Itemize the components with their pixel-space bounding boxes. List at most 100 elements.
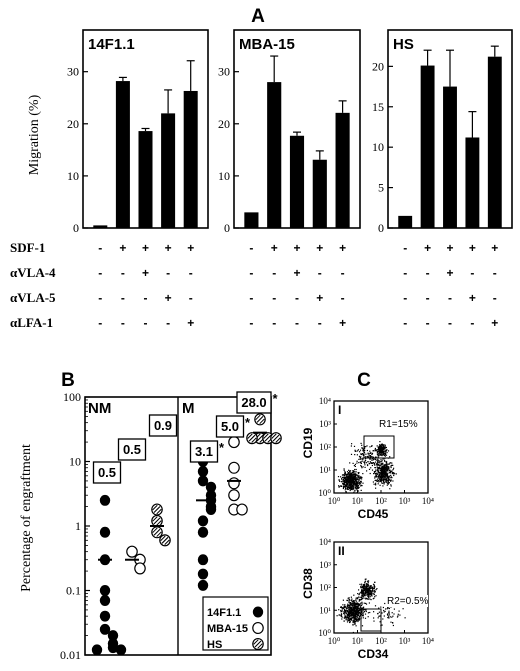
event-dot: [391, 472, 393, 474]
event-dot: [364, 578, 366, 580]
event-dot: [353, 608, 355, 610]
event-dot: [361, 598, 363, 600]
event-dot: [383, 615, 385, 617]
event-dot: [359, 609, 361, 611]
event-dot: [373, 585, 375, 587]
event-dot: [358, 475, 360, 477]
event-dot: [382, 467, 384, 469]
event-dot: [384, 467, 387, 469]
event-dot: [374, 464, 376, 466]
event-dot: [353, 445, 356, 447]
event-dot: [340, 615, 342, 617]
y-tick-label: 10⁴: [319, 537, 331, 547]
event-dot: [353, 612, 355, 614]
bar-chart-3: HS 0 5 10 15 20: [372, 29, 513, 235]
event-dot: [347, 482, 349, 484]
event-dot: [378, 611, 380, 613]
event-dot: [385, 449, 387, 451]
event-dot: [373, 471, 376, 473]
event-dot: [347, 478, 349, 480]
event-dot: [350, 483, 352, 486]
event-dot: [366, 597, 368, 600]
event-dot: [346, 475, 348, 477]
event-dot: [352, 478, 354, 481]
event-dot: [378, 462, 380, 464]
hatch-line: [272, 434, 280, 442]
event-dot: [336, 615, 338, 617]
panel-letter-b: B: [61, 370, 75, 391]
event-dot: [373, 611, 375, 613]
event-dot: [379, 473, 381, 475]
event-dot: [349, 483, 351, 485]
event-dot: [369, 596, 371, 598]
bar: [183, 90, 198, 228]
event-dot: [381, 473, 384, 475]
event-dot: [388, 478, 390, 480]
event-dot: [349, 609, 351, 611]
event-dot: [350, 481, 352, 483]
event-dot: [354, 482, 356, 484]
event-dot: [351, 610, 353, 612]
event-dot: [355, 605, 358, 608]
event-dot: [382, 450, 384, 452]
y-axis-label: CD19: [301, 427, 315, 458]
event-dot: [364, 580, 366, 582]
event-dot: [348, 485, 350, 487]
event-dot: [381, 482, 383, 484]
event-dot: [363, 593, 365, 595]
event-dot: [348, 600, 350, 602]
event-dot: [357, 449, 359, 451]
event-dot: [386, 481, 388, 483]
event-dot: [367, 587, 369, 590]
event-dot: [372, 456, 375, 458]
event-dot: [349, 607, 351, 609]
event-dot: [360, 464, 362, 467]
event-dot: [350, 475, 352, 477]
event-dot: [383, 481, 385, 483]
event-dot: [375, 474, 377, 476]
group-nm: NM 0.5 0.5 0.9: [88, 400, 178, 656]
event-dot: [377, 446, 379, 448]
event-dot: [361, 609, 363, 611]
event-dot: [387, 483, 389, 485]
ratio-box: [117, 438, 147, 461]
event-dot: [368, 588, 370, 590]
event-dot: [361, 592, 363, 594]
treatment-sign: +: [469, 241, 476, 255]
event-dot: [387, 450, 390, 452]
event-dot: [358, 477, 360, 479]
event-dot: [384, 454, 386, 456]
group-label: M: [182, 400, 195, 417]
event-dot: [350, 473, 352, 475]
event-dot: [340, 610, 342, 612]
event-dot: [380, 460, 382, 462]
event-dot: [357, 482, 359, 484]
event-dot: [352, 624, 354, 626]
x-tick-label: 10¹: [352, 496, 364, 506]
event-dot: [344, 489, 346, 491]
event-dot: [348, 479, 350, 481]
bar: [267, 82, 282, 229]
event-dot: [377, 456, 379, 458]
event-dot: [355, 480, 357, 482]
event-dot: [356, 607, 358, 609]
event-dot: [372, 459, 374, 461]
event-dot: [362, 615, 364, 617]
event-dot: [346, 486, 348, 488]
event-dot: [360, 591, 362, 593]
x-tick-label: 10¹: [352, 636, 364, 646]
event-dot: [372, 583, 375, 585]
event-dot: [364, 597, 366, 599]
event-dot: [349, 612, 351, 614]
event-dot: [382, 463, 384, 466]
event-dot: [382, 618, 384, 620]
open-circle-marker: [228, 461, 240, 474]
event-dot: [341, 477, 343, 479]
event-dot: [356, 483, 358, 485]
event-dot: [389, 456, 391, 458]
event-dot: [364, 585, 366, 587]
event-dot: [386, 480, 388, 482]
event-dot: [383, 459, 386, 461]
event-dot: [359, 599, 361, 601]
event-dot: [391, 472, 393, 475]
